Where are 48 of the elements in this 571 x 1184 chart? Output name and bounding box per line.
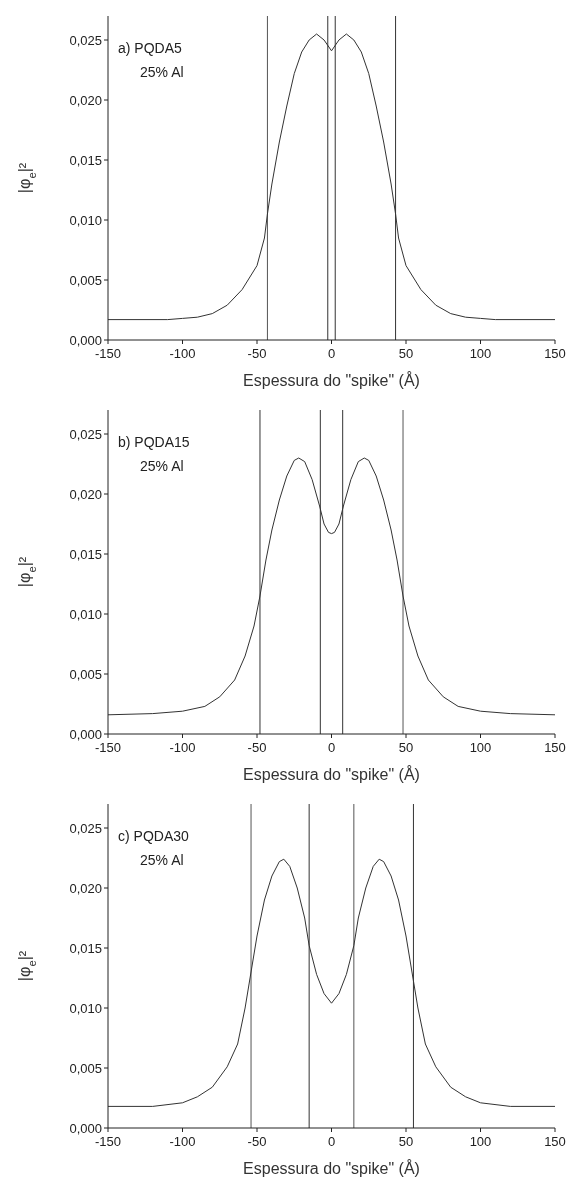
annotation: 25% Al [139, 851, 185, 870]
x-tick-label: 150 [544, 346, 566, 361]
x-tick-label: -100 [169, 740, 196, 755]
y-tick-label: 0,005 [69, 666, 102, 682]
y-tick-label: 0,010 [69, 212, 102, 228]
annotation: b) PQDA15 [118, 433, 190, 452]
x-tick-label: 0 [327, 1134, 336, 1149]
x-tick-label: 0 [327, 740, 336, 755]
y-tick-label: 0,000 [69, 1120, 102, 1136]
x-axis-title: Espessura do "spike" (Å) [243, 1159, 420, 1177]
y-tick-label: 0,020 [69, 880, 102, 896]
x-tick-label: 150 [544, 1134, 566, 1149]
x-tick-label: -50 [247, 740, 267, 755]
x-tick-label: -150 [94, 740, 122, 755]
x-tick-label: 50 [398, 1134, 414, 1149]
y-tick-label: 0,015 [69, 546, 102, 562]
y-tick-label: 0,020 [69, 92, 102, 108]
x-tick-label: 100 [469, 346, 492, 361]
annotation: 25% Al [139, 63, 184, 82]
y-tick-label: 0,020 [69, 486, 102, 502]
y-tick-label: 0,005 [69, 1060, 102, 1076]
x-tick-label: -150 [94, 346, 122, 361]
y-tick-label: 0,000 [69, 726, 102, 742]
annotation: c) PQDA30 [118, 827, 189, 846]
y-tick-label: 0,025 [69, 426, 102, 442]
x-tick-label: -50 [247, 346, 267, 361]
x-tick-label: 150 [544, 740, 566, 755]
x-tick-label: 100 [469, 740, 492, 755]
x-tick-label: 100 [469, 1134, 492, 1149]
y-tick-label: 0,010 [69, 606, 102, 622]
y-tick-label: 0,010 [69, 1000, 102, 1016]
x-tick-label: 50 [398, 740, 414, 755]
y-tick-label: 0,015 [69, 152, 102, 168]
y-tick-label: 0,005 [69, 272, 102, 288]
y-tick-label: 0,025 [69, 32, 102, 48]
y-tick-label: 0,000 [69, 332, 102, 348]
x-tick-label: 50 [398, 346, 414, 361]
annotation: a) PQDA5 [118, 39, 183, 58]
x-axis-title: Espessura do "spike" (Å) [243, 371, 420, 389]
x-tick-label: -150 [94, 1134, 122, 1149]
x-tick-label: -50 [247, 1134, 267, 1149]
y-tick-label: 0,025 [69, 820, 102, 836]
x-axis-title: Espessura do "spike" (Å) [243, 765, 420, 783]
x-tick-label: -100 [169, 1134, 196, 1149]
x-tick-label: 0 [327, 346, 336, 361]
annotation: 25% Al [139, 457, 185, 476]
y-tick-label: 0,015 [69, 940, 102, 956]
x-tick-label: -100 [169, 346, 196, 361]
